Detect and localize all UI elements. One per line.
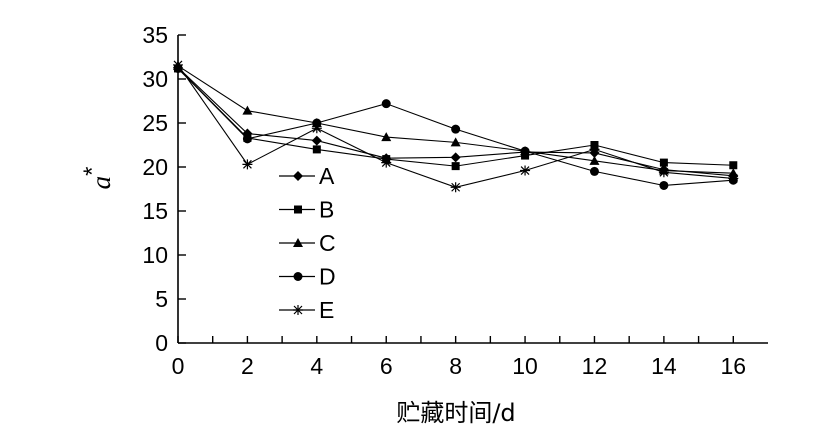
x-tick-label: 2 [241, 353, 254, 379]
circle-marker [381, 99, 391, 109]
y-tick-label: 30 [142, 66, 168, 92]
triangle-marker [293, 238, 303, 247]
axes: 0 5 10 15 20 25 30 35 0 2 4 6 8 10 12 14 16 [142, 22, 768, 379]
legend-label: A [319, 163, 335, 189]
series-E [173, 59, 739, 193]
y-axis-title: a* [79, 167, 116, 190]
asterisk-marker [173, 59, 183, 70]
y-tick-label: 25 [142, 110, 168, 136]
x-tick-label: 0 [172, 353, 185, 379]
x-tick-label: 14 [651, 353, 677, 379]
asterisk-marker [589, 144, 600, 155]
series-line-B [177, 68, 734, 167]
legend-label: C [319, 230, 336, 256]
legend-label: D [319, 264, 336, 290]
triangle-marker [450, 137, 461, 147]
legend-item-A: A [279, 163, 335, 189]
legend-item-D: D [279, 264, 336, 290]
triangle-marker [242, 105, 253, 115]
asterisk-marker [450, 182, 461, 193]
circle-marker [589, 166, 599, 176]
square-marker [451, 162, 460, 171]
y-tick-label: 20 [142, 154, 168, 180]
triangle-marker [381, 132, 392, 142]
series-layer [173, 59, 739, 193]
circle-marker [659, 180, 669, 190]
square-marker [294, 205, 302, 214]
circle-marker [451, 124, 461, 134]
y-axis-title-main: a [86, 176, 116, 190]
triangle-marker [728, 168, 739, 178]
square-marker [312, 145, 321, 154]
y-tick-label: 35 [142, 22, 168, 48]
asterisk-marker [520, 165, 531, 176]
square-marker [659, 158, 668, 167]
legend-label: E [319, 297, 334, 323]
x-axis-title: 贮藏时间/d [396, 399, 515, 427]
x-tick-label: 6 [380, 353, 393, 379]
triangle-marker [589, 155, 600, 165]
diamond-marker [293, 171, 303, 181]
diamond-marker [450, 152, 461, 163]
circle-marker [242, 134, 252, 144]
x-tick-label: 16 [720, 353, 746, 379]
y-axis-title-superscript: * [79, 167, 106, 176]
diamond-marker [311, 135, 322, 146]
legend-item-B: B [279, 197, 334, 223]
x-tick-label: 10 [512, 353, 538, 379]
y-tick-label: 5 [155, 286, 168, 312]
y-tick-label: 10 [142, 242, 168, 268]
asterisk-marker [728, 173, 739, 184]
y-tick-label: 0 [155, 330, 168, 356]
legend-label: B [319, 197, 334, 223]
circle-marker [293, 272, 303, 281]
series-D [173, 63, 738, 190]
x-tick-label: 8 [449, 353, 462, 379]
asterisk-marker [311, 123, 322, 134]
legend-item-C: C [279, 230, 336, 256]
y-tick-label: 15 [142, 198, 168, 224]
circle-marker [520, 146, 530, 156]
asterisk-marker [293, 305, 303, 315]
asterisk-marker [658, 167, 669, 178]
x-tick-label: 4 [310, 353, 323, 379]
legend-item-E: E [279, 297, 334, 323]
x-tick-label: 12 [582, 353, 608, 379]
asterisk-marker [242, 159, 253, 170]
asterisk-marker [381, 157, 392, 168]
square-marker [729, 161, 738, 170]
